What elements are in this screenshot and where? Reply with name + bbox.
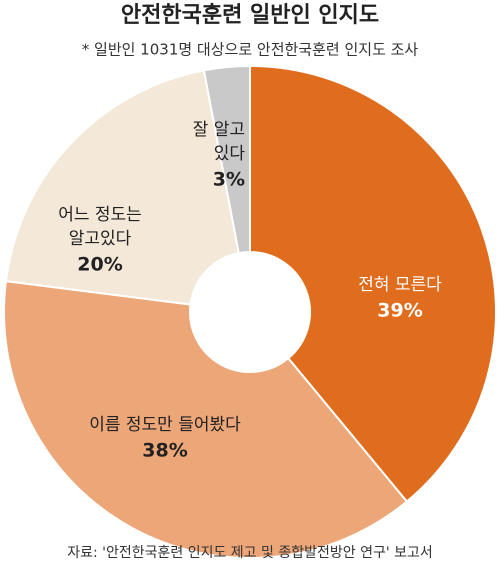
donut [3,64,497,559]
slice-label: 이름 정도만 들어봤다 [89,415,241,435]
donut-slice [4,69,240,306]
slice-value: 39% [377,300,422,322]
source-note: 자료: '안전한국훈련 인지도 제고 및 종합발전방안 연구' 보고서 [67,545,433,561]
donut-slice [3,280,409,559]
slice-value: 20% [77,254,122,276]
slice-label: 있다 [214,144,246,164]
donut-slice [202,64,251,255]
chart-title: 안전한국훈련 일반인 인지도 [121,3,379,28]
chart-subtitle: * 일반인 1031명 대상으로 안전한국훈련 인지도 조사 [82,41,419,59]
slice-value: 3% [213,169,245,191]
slice-value: 38% [142,440,187,462]
slice-label: 알고있다 [69,229,132,249]
slice-label: 어느 정도는 [58,205,142,225]
donut-slice [249,64,497,503]
slice-label: 잘 알고 [193,120,245,140]
slice-label: 전혀 모른다 [358,275,442,295]
